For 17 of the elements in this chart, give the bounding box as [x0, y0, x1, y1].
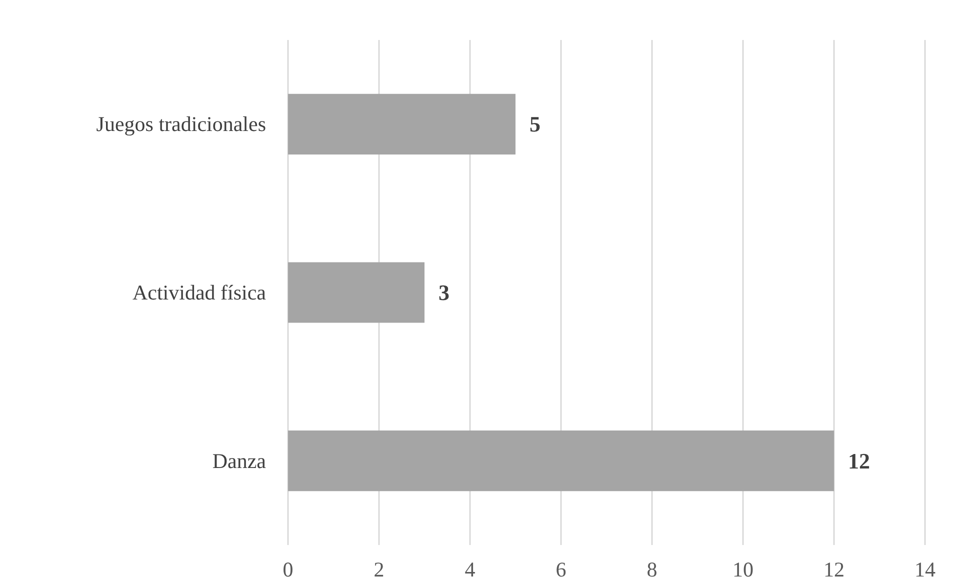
y-tick-label: Danza	[212, 448, 267, 473]
x-tick-label: 2	[374, 558, 384, 582]
x-tick-label: 12	[824, 558, 844, 582]
bar	[288, 430, 834, 492]
data-label: 5	[530, 112, 540, 137]
data-label: 12	[848, 448, 870, 474]
x-tick-label: 8	[646, 558, 658, 582]
x-tick-label: 0	[282, 558, 294, 582]
y-tick-label: Actividad física	[132, 280, 267, 304]
bar	[288, 262, 424, 323]
y-tick-label: Juegos tradicionales	[96, 112, 266, 136]
data-label: 3	[438, 280, 450, 305]
x-tick-label: 6	[556, 558, 566, 582]
x-tick-label: 14	[914, 558, 936, 582]
x-tick-label: 4	[464, 558, 476, 582]
x-tick-label: 10	[732, 558, 754, 582]
bar	[288, 94, 516, 154]
